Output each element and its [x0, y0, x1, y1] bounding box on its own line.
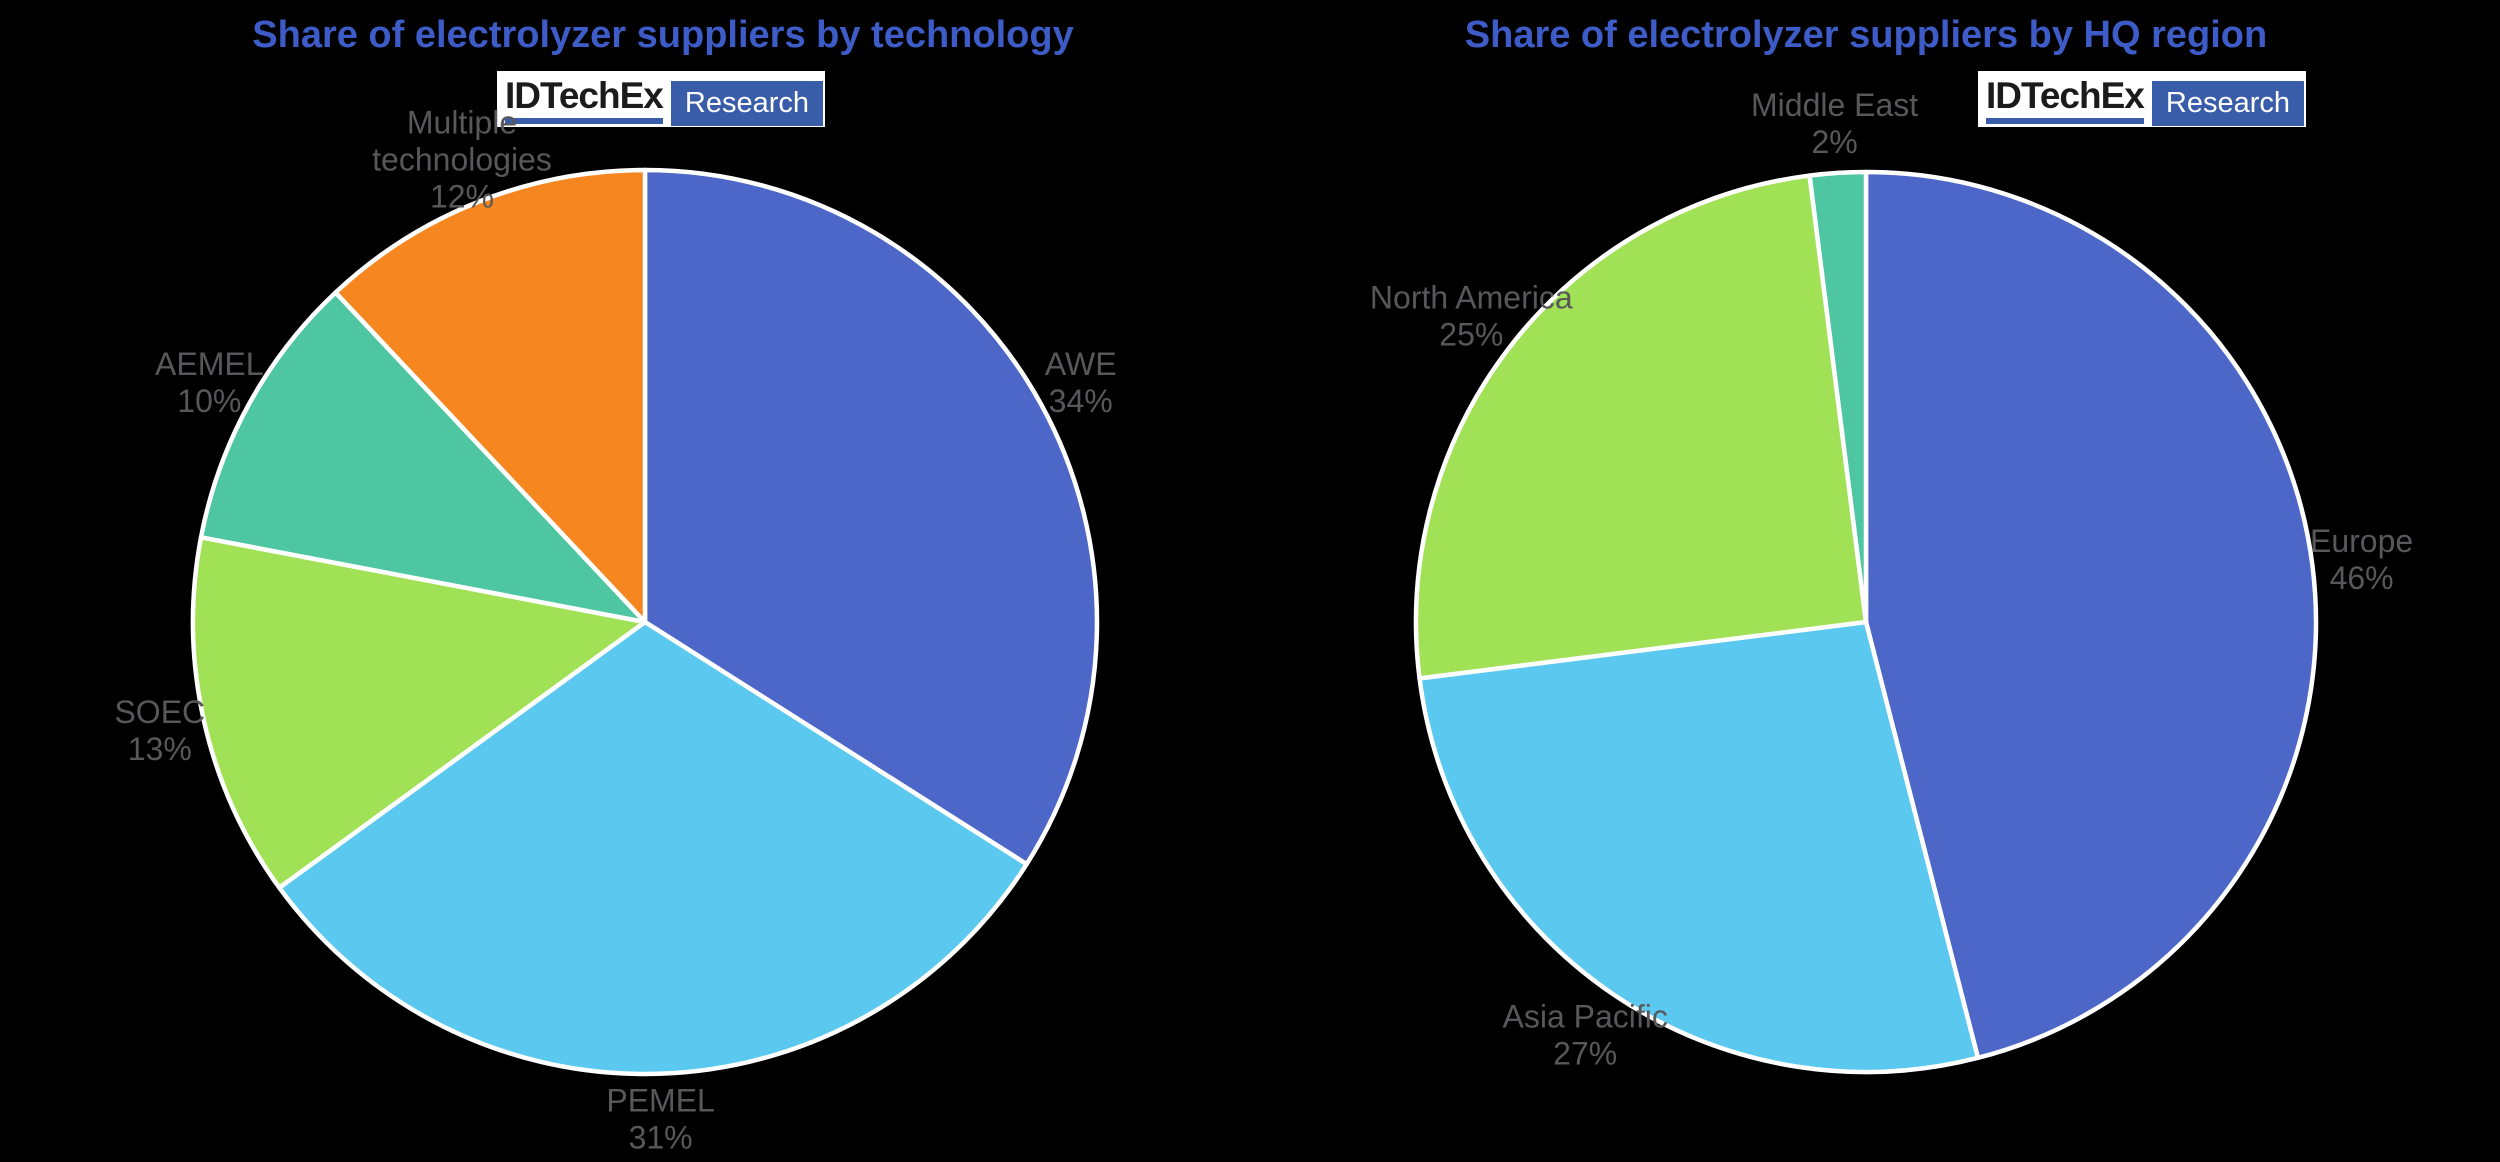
logo-research-text: Research: [2165, 87, 2290, 119]
pie-slice-middle-east: [1807, 169, 1869, 625]
pie-slice-awe: [642, 167, 1100, 867]
pie-slice-multiple-technologies: [333, 167, 648, 625]
pie-label-pemel: PEMEL 31%: [606, 1083, 714, 1156]
pie-label-awe: AWE 34%: [1045, 346, 1117, 419]
idtechex-brand-text: IDTechEx: [1986, 75, 2145, 116]
idtechex-research-logo: IDTechEx Research: [497, 71, 825, 127]
logo-research-box: Research: [670, 81, 823, 126]
idtechex-brand-block: IDTechEx: [499, 72, 671, 126]
pie-label-north-america: North America 25%: [1370, 279, 1573, 352]
pie-slice-pemel: [277, 619, 1029, 1077]
pie-slice-soec: [190, 535, 648, 890]
logo-research-box: Research: [2151, 81, 2304, 126]
chart-title-technology: Share of electrolyzer suppliers by techn…: [252, 14, 1074, 56]
pie-slice-aemel: [198, 290, 648, 625]
logo-research-text: Research: [684, 87, 809, 119]
pie-slice-europe: [1863, 169, 2319, 1061]
idtechex-research-logo: IDTechEx Research: [1978, 71, 2306, 127]
idtechex-brand-block: IDTechEx: [1980, 72, 2152, 126]
logo-underline-bar: [505, 118, 663, 124]
pie-label-multiple-technologies: Multiple technologies 12%: [372, 105, 552, 215]
pie-slice-asia-pacific: [1417, 619, 1981, 1075]
idtechex-brand-text: IDTechEx: [505, 75, 664, 116]
pie-label-aemel: AEMEL 10%: [155, 346, 263, 419]
logo-underline-bar: [1986, 118, 2144, 124]
pie-label-middle-east: Middle East 2%: [1751, 87, 1918, 160]
pie-label-soec: SOEC 13%: [114, 694, 205, 767]
chart-title-hq-region: Share of electrolyzer suppliers by HQ re…: [1464, 14, 2268, 56]
pie-label-asia-pacific: Asia Pacific 27%: [1503, 999, 1668, 1072]
pie-label-europe: Europe 46%: [2310, 523, 2413, 596]
pie-slice-north-america: [1413, 173, 1869, 681]
